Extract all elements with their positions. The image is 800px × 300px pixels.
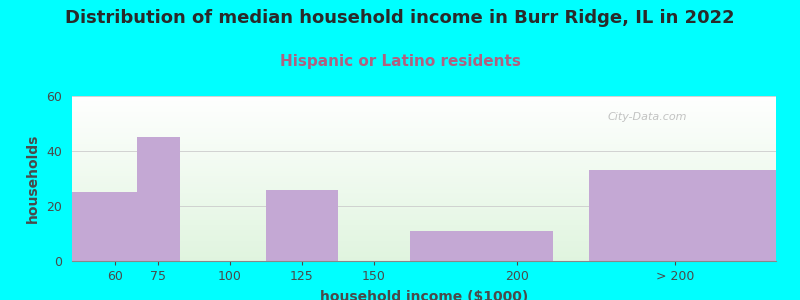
Bar xyxy=(137,137,180,261)
Text: Distribution of median household income in Burr Ridge, IL in 2022: Distribution of median household income … xyxy=(65,9,735,27)
Bar xyxy=(266,190,338,261)
Bar xyxy=(72,192,158,261)
Text: Hispanic or Latino residents: Hispanic or Latino residents xyxy=(279,54,521,69)
Y-axis label: households: households xyxy=(26,134,39,223)
Bar xyxy=(410,231,554,261)
Text: City-Data.com: City-Data.com xyxy=(607,112,686,122)
X-axis label: household income ($1000): household income ($1000) xyxy=(320,290,528,300)
Bar xyxy=(590,170,776,261)
